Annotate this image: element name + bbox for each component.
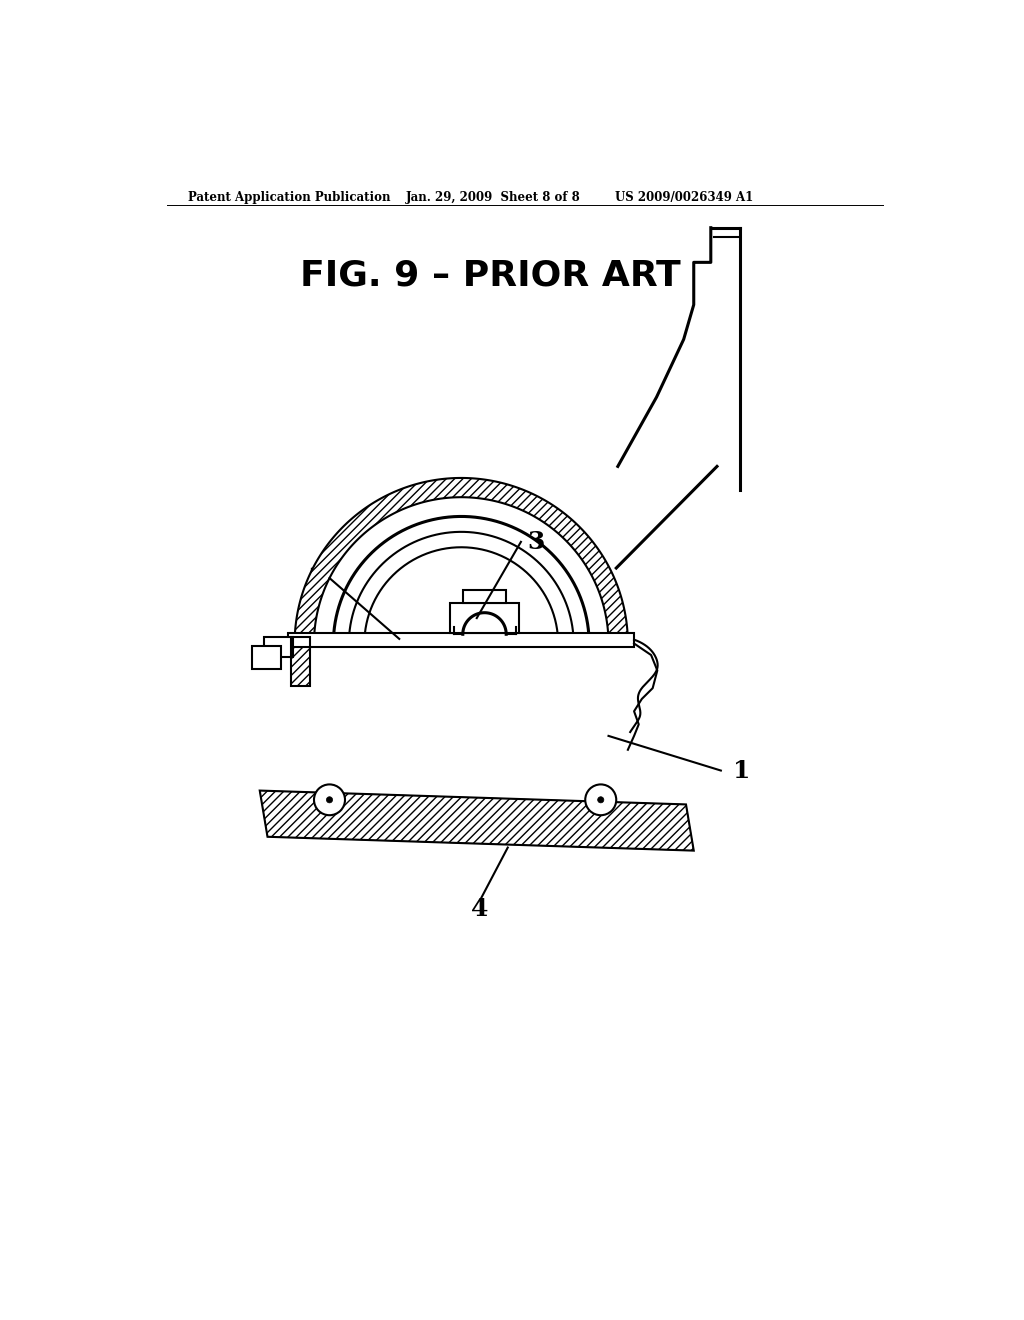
Circle shape bbox=[327, 797, 333, 803]
Bar bbox=[263, 638, 293, 657]
Bar bbox=[291, 638, 310, 686]
Bar bbox=[450, 603, 519, 632]
Circle shape bbox=[586, 784, 616, 816]
Text: FIG. 9 – PRIOR ART: FIG. 9 – PRIOR ART bbox=[300, 259, 681, 293]
Circle shape bbox=[598, 797, 604, 803]
Bar bbox=[289, 632, 634, 647]
Text: Jan. 29, 2009  Sheet 8 of 8: Jan. 29, 2009 Sheet 8 of 8 bbox=[406, 191, 581, 203]
Circle shape bbox=[314, 784, 345, 816]
Text: 4: 4 bbox=[471, 898, 487, 921]
Bar bbox=[463, 590, 506, 603]
Text: US 2009/0026349 A1: US 2009/0026349 A1 bbox=[614, 191, 753, 203]
Bar bbox=[291, 638, 310, 686]
Text: 3: 3 bbox=[527, 529, 545, 554]
Text: 2: 2 bbox=[308, 566, 326, 590]
Polygon shape bbox=[295, 478, 628, 644]
Polygon shape bbox=[260, 791, 693, 850]
Text: Patent Application Publication: Patent Application Publication bbox=[188, 191, 391, 203]
Bar bbox=[252, 645, 282, 669]
Text: 1: 1 bbox=[732, 759, 750, 783]
